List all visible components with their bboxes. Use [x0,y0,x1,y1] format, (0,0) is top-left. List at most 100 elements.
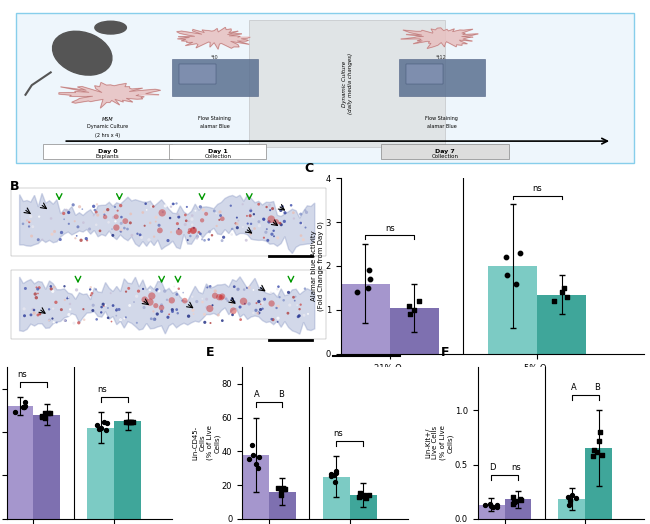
Point [121,418,131,426]
Text: ns: ns [17,370,27,379]
Point [567,491,578,499]
Point [149,233,159,241]
Point [122,225,133,233]
Text: B: B [278,390,283,399]
Point [127,231,137,239]
Point [59,215,70,223]
Bar [537,294,586,354]
Point [250,224,260,233]
Point [27,223,38,231]
Point [289,214,299,223]
Text: B: B [10,180,20,193]
Point [200,236,210,245]
Point [195,203,205,211]
Point [273,302,283,310]
Point [43,409,53,417]
Point [361,494,371,503]
Point [233,285,243,293]
Point [64,209,74,217]
Point [49,318,59,326]
Point [61,206,72,214]
Point [92,421,103,429]
Point [119,224,129,232]
Text: Day 7: Day 7 [435,149,455,154]
Point [132,230,142,238]
Point [55,235,66,244]
Point [96,308,107,316]
Point [286,201,296,210]
Point [565,497,575,505]
Point [68,201,79,209]
Point [151,301,161,310]
Point [49,283,59,291]
Point [248,309,259,317]
Point [279,485,289,494]
Point [20,398,31,406]
Point [148,202,159,211]
Point [162,236,173,245]
Point [149,315,159,323]
Point [109,213,119,222]
Point [413,297,424,305]
Point [36,412,47,420]
Point [37,413,47,421]
Point [221,294,231,303]
Point [59,282,70,290]
Polygon shape [401,28,478,49]
Point [329,471,339,479]
Point [152,285,162,293]
Ellipse shape [53,31,112,75]
Point [593,436,604,445]
Point [31,293,42,302]
Point [229,282,239,291]
Point [167,308,177,316]
Point [110,203,120,211]
Point [266,289,276,297]
Point [168,200,179,208]
Point [285,301,295,309]
Point [44,409,55,417]
Point [217,292,228,301]
Point [253,309,263,318]
Point [272,285,283,293]
Point [172,199,182,208]
Point [92,211,103,219]
Point [112,305,122,313]
Point [299,311,309,320]
Point [207,301,218,309]
Point [205,304,215,313]
Point [515,248,525,257]
Point [211,222,222,230]
Point [157,301,167,309]
Point [239,297,249,305]
Point [259,234,269,242]
Point [405,310,415,319]
Text: Day 0: Day 0 [98,149,117,154]
Text: C: C [304,161,313,174]
Text: Collection: Collection [432,154,458,159]
Point [111,223,122,232]
Bar [585,448,612,519]
Point [261,228,271,236]
Point [190,206,201,215]
Point [202,295,212,303]
Point [280,209,290,217]
Text: *t0: *t0 [211,55,218,60]
Text: A: A [0,0,10,2]
Point [514,495,525,504]
Point [88,202,99,211]
Point [273,282,283,291]
Point [48,304,58,313]
Point [265,201,275,210]
Point [126,417,136,425]
Point [140,222,150,230]
Text: Dynamic Culture
(daily media changes): Dynamic Culture (daily media changes) [342,53,352,114]
Point [213,311,224,319]
Point [32,289,43,298]
Point [296,220,307,228]
Point [300,206,311,215]
Point [276,486,286,494]
Point [18,403,28,411]
Point [178,288,188,297]
Point [296,232,306,240]
